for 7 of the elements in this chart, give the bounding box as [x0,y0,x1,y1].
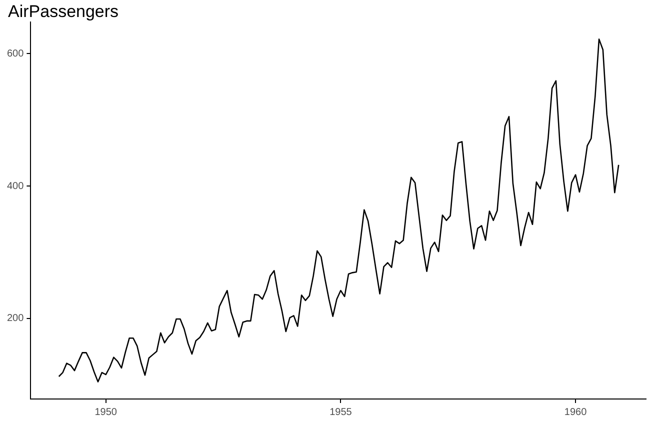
y-tick-label: 200 [6,313,24,324]
chart-title: AirPassengers [8,2,119,22]
y-tick-label: 600 [6,48,24,60]
y-tick-label: 400 [6,180,24,192]
x-tick-label: 1955 [330,406,352,418]
x-tick-label: 1960 [564,406,588,418]
x-tick-label: 1950 [94,406,118,418]
